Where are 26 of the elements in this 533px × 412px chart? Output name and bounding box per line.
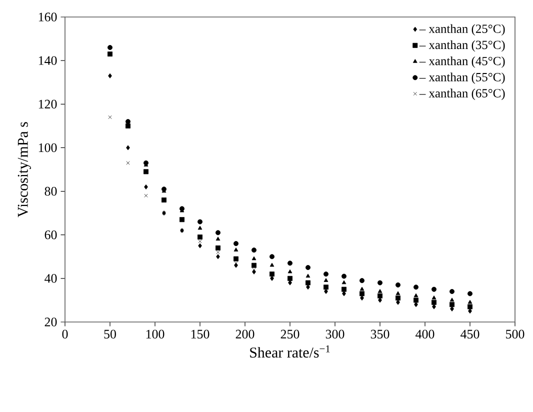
x-tick-label: 100	[146, 330, 164, 339]
x-tick-label: 500	[506, 330, 524, 339]
y-tick-label: 60	[44, 230, 57, 240]
x-tick-label: 0	[62, 330, 68, 339]
x-axis-title: Shear rate/s$^{−1}$	[250, 345, 330, 358]
y-tick-label: 80	[44, 186, 57, 196]
x-tick-label: 150	[191, 330, 210, 339]
y-tick-label: 40	[44, 274, 57, 283]
y-axis-title: Viscosity/mPa s	[18, 122, 31, 218]
legend-label: – xanthan (35°C)	[419, 40, 505, 52]
y-tick-label: 120	[38, 100, 57, 109]
y-tick-label: 100	[38, 143, 57, 152]
y-tick-label: 140	[38, 56, 57, 65]
x-tick-label: 250	[280, 330, 300, 339]
legend-label: – xanthan (55°C)	[419, 72, 505, 84]
x-tick-label: 450	[460, 330, 480, 339]
y-tick-label: 160	[38, 12, 57, 22]
legend-label: – xanthan (25°C)	[419, 24, 505, 36]
x-tick-label: 400	[416, 330, 434, 339]
x-tick-label: 50	[104, 330, 116, 339]
x-tick-label: 300	[326, 330, 344, 339]
x-tick-label: 200	[236, 330, 254, 339]
y-tick-label: 20	[44, 318, 57, 326]
legend-label: – xanthan (45°C)	[419, 56, 505, 68]
legend-label: – xanthan (65°C)	[419, 88, 505, 100]
x-tick-label: 350	[370, 330, 390, 339]
